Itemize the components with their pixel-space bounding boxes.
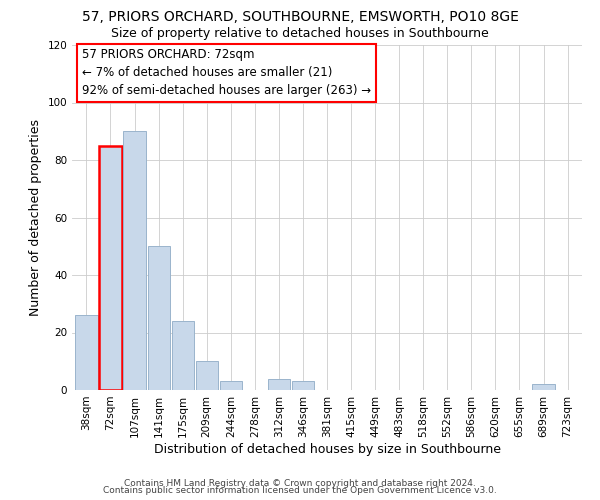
Text: 57 PRIORS ORCHARD: 72sqm
← 7% of detached houses are smaller (21)
92% of semi-de: 57 PRIORS ORCHARD: 72sqm ← 7% of detache… (82, 48, 371, 98)
Text: Contains HM Land Registry data © Crown copyright and database right 2024.: Contains HM Land Registry data © Crown c… (124, 478, 476, 488)
Bar (124, 131, 146, 390)
Bar (100, 146, 122, 390)
Y-axis label: Number of detached properties: Number of detached properties (29, 119, 42, 316)
X-axis label: Distribution of detached houses by size in Southbourne: Distribution of detached houses by size … (154, 442, 500, 456)
Text: Size of property relative to detached houses in Southbourne: Size of property relative to detached ho… (111, 28, 489, 40)
Bar (532, 384, 554, 390)
Bar (76, 316, 98, 390)
Bar (196, 361, 218, 390)
Bar (292, 382, 314, 390)
Bar (172, 321, 194, 390)
Text: 57, PRIORS ORCHARD, SOUTHBOURNE, EMSWORTH, PO10 8GE: 57, PRIORS ORCHARD, SOUTHBOURNE, EMSWORT… (82, 10, 518, 24)
Bar (148, 246, 170, 390)
Bar (268, 378, 290, 390)
Bar (220, 382, 242, 390)
Text: Contains public sector information licensed under the Open Government Licence v3: Contains public sector information licen… (103, 486, 497, 495)
